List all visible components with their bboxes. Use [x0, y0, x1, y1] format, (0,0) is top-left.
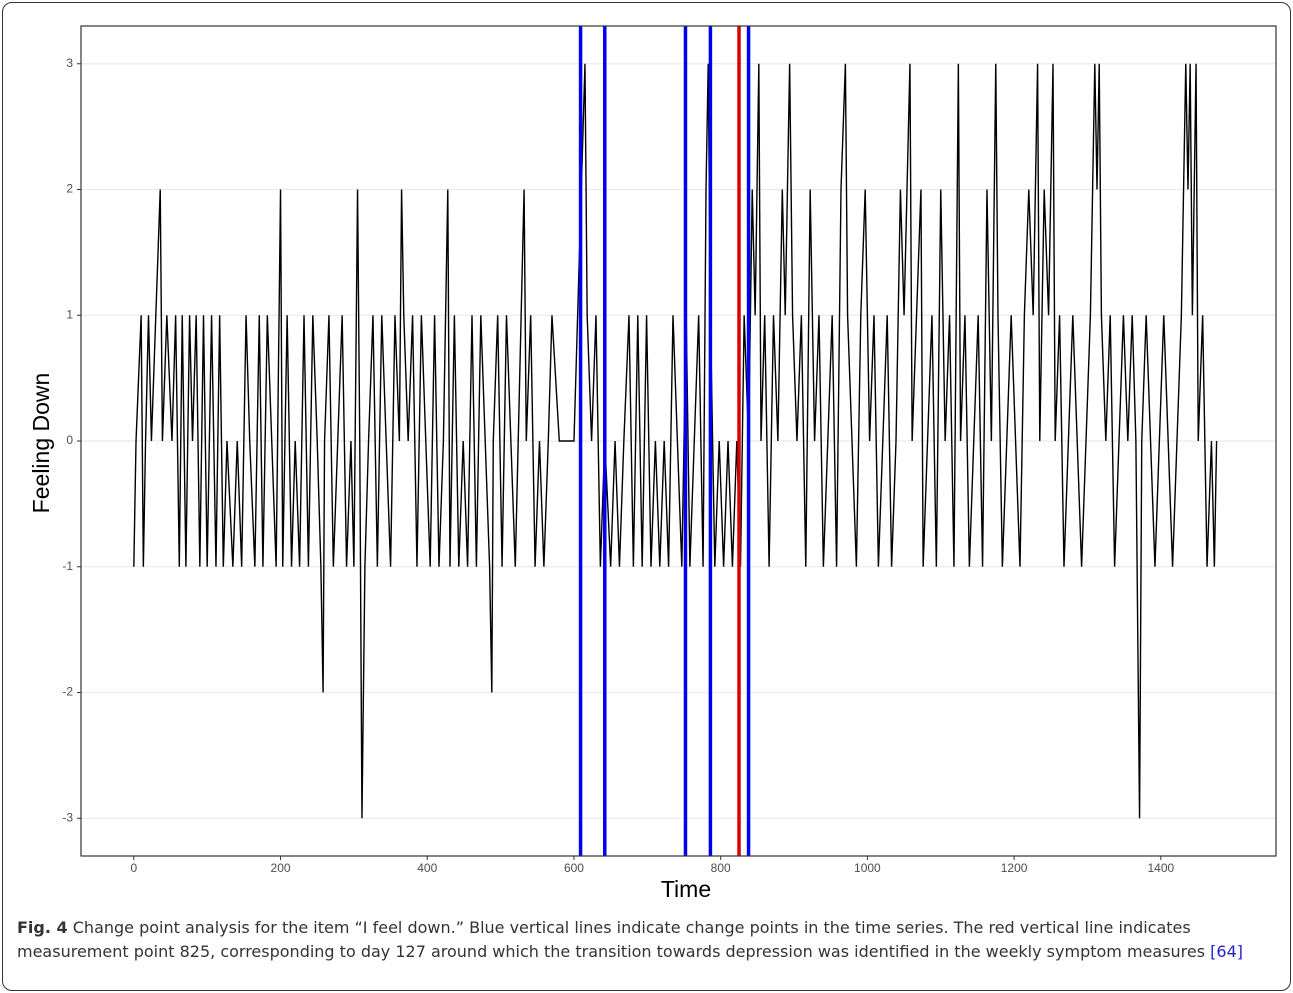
x-tick-label: 800 [711, 861, 731, 875]
y-axis-label: Feeling Down [28, 373, 54, 514]
caption-text: Change point analysis for the item “I fe… [17, 918, 1211, 961]
x-tick-label: 1000 [854, 861, 881, 875]
plot-border [80, 25, 1277, 857]
y-tick-label: 3 [66, 56, 73, 70]
y-tick-label: -1 [62, 559, 73, 573]
x-tick-label: 1200 [1001, 861, 1028, 875]
x-tick-label: 600 [564, 861, 584, 875]
chart: Time Feeling Down -3 -2 -1 0 1 2 3 0 200 400 600 80… [28, 25, 1277, 902]
x-tick-label: 1400 [1147, 861, 1174, 875]
citation[interactable]: [64] [1210, 941, 1244, 961]
y-tick-label: 1 [66, 307, 73, 321]
caption-label: Fig. 4 [17, 918, 68, 937]
y-tick-label: 0 [66, 433, 73, 447]
x-tick-label: 0 [130, 861, 137, 875]
caption: Fig. 4 Change point analysis for the ite… [17, 916, 1279, 963]
x-axis-label: Time [661, 876, 711, 902]
y-tick-label: -3 [62, 810, 73, 824]
y-tick-label: -2 [62, 685, 73, 699]
x-tick-label: 200 [271, 861, 291, 875]
y-tick-label: 2 [66, 182, 73, 196]
x-tick-label: 400 [417, 861, 437, 875]
